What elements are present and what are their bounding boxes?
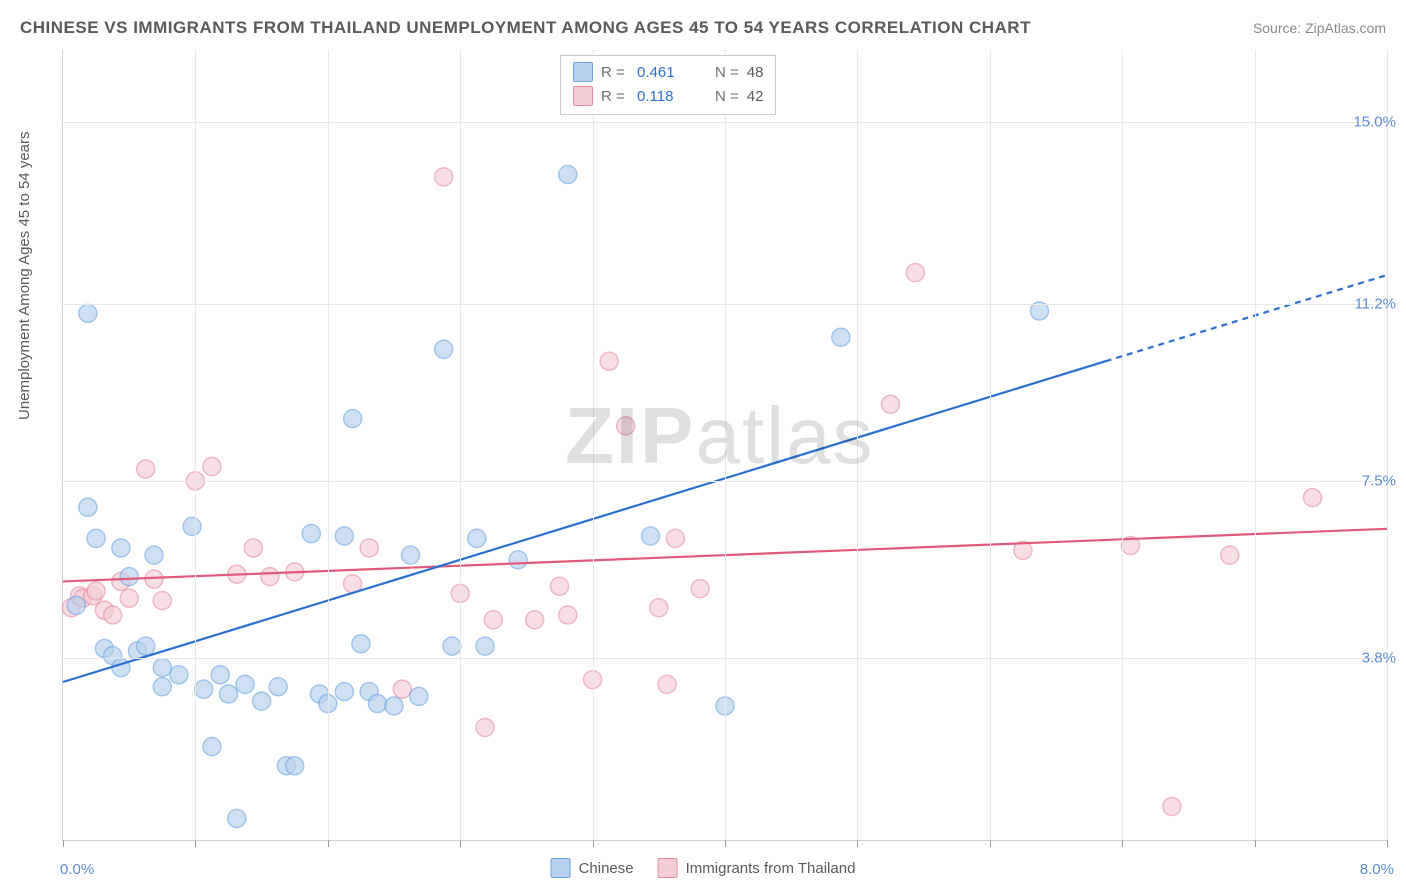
thailand-point — [244, 539, 262, 557]
legend-swatch-icon — [573, 62, 593, 82]
thailand-point — [1163, 797, 1181, 815]
chinese-point — [145, 546, 163, 564]
n-label: N = — [715, 64, 739, 81]
n-value: 48 — [747, 64, 764, 81]
thailand-point — [203, 458, 221, 476]
thailand-point — [393, 680, 411, 698]
chinese-point — [120, 568, 138, 586]
chinese-point — [170, 666, 188, 684]
chinese-point — [344, 410, 362, 428]
y-tick-label: 11.2% — [1355, 295, 1396, 312]
chinese-point — [385, 697, 403, 715]
chinese-point — [253, 692, 271, 710]
chinese-point — [183, 517, 201, 535]
chinese-point — [67, 596, 85, 614]
x-axis-max-label: 8.0% — [1360, 861, 1394, 878]
thailand-point — [526, 611, 544, 629]
thailand-point — [484, 611, 502, 629]
r-label: R = — [601, 64, 629, 81]
thailand-point — [1304, 489, 1322, 507]
chinese-point — [468, 529, 486, 547]
thailand-point — [476, 718, 494, 736]
y-axis-label: Unemployment Among Ages 45 to 54 years — [16, 131, 33, 420]
chinese-point — [509, 551, 527, 569]
r-value: 0.461 — [637, 64, 693, 81]
chinese-point — [335, 683, 353, 701]
n-value: 42 — [747, 88, 764, 105]
thailand-point — [153, 592, 171, 610]
thailand-point — [1221, 546, 1239, 564]
y-tick-label: 7.5% — [1362, 472, 1396, 489]
chinese-point — [302, 525, 320, 543]
stats-row: R = 0.118 N = 42 — [573, 84, 763, 108]
chinese-point — [832, 328, 850, 346]
y-tick-label: 3.8% — [1362, 650, 1396, 667]
source-label: Source: ZipAtlas.com — [1253, 20, 1386, 36]
stats-legend-box: R = 0.461 N = 48 R = 0.118 N = 42 — [560, 55, 776, 115]
legend-swatch-icon — [573, 86, 593, 106]
legend-swatch-icon — [658, 858, 678, 878]
y-tick-label: 15.0% — [1353, 113, 1396, 130]
chinese-point — [153, 659, 171, 677]
thailand-point — [691, 580, 709, 598]
x-axis-min-label: 0.0% — [60, 861, 94, 878]
legend-item: Immigrants from Thailand — [658, 858, 856, 878]
n-label: N = — [715, 88, 739, 105]
thailand-point — [617, 417, 635, 435]
chinese-point — [352, 635, 370, 653]
thailand-point — [882, 395, 900, 413]
thailand-point — [435, 168, 453, 186]
chinese-point — [79, 304, 97, 322]
stats-row: R = 0.461 N = 48 — [573, 60, 763, 84]
chinese-point — [368, 695, 386, 713]
chart-title: CHINESE VS IMMIGRANTS FROM THAILAND UNEM… — [20, 18, 1031, 38]
thailand-point — [360, 539, 378, 557]
legend-swatch-icon — [551, 858, 571, 878]
chinese-point — [153, 678, 171, 696]
chinese-point — [203, 738, 221, 756]
legend-label: Chinese — [579, 860, 634, 877]
chinese-point — [195, 680, 213, 698]
thailand-point — [87, 582, 105, 600]
plot-area — [62, 50, 1387, 841]
thailand-point — [666, 529, 684, 547]
legend-item: Chinese — [551, 858, 634, 878]
legend-bottom: Chinese Immigrants from Thailand — [551, 858, 856, 878]
chinese-point — [211, 666, 229, 684]
chinese-point — [443, 637, 461, 655]
trend-line — [63, 361, 1106, 682]
chinese-point — [236, 675, 254, 693]
r-label: R = — [601, 88, 629, 105]
thailand-point — [600, 352, 618, 370]
thailand-point — [120, 589, 138, 607]
thailand-point — [559, 606, 577, 624]
thailand-point — [658, 675, 676, 693]
chinese-point — [642, 527, 660, 545]
chinese-point — [410, 687, 428, 705]
trend-line — [1106, 275, 1387, 361]
thailand-point — [906, 264, 924, 282]
chinese-point — [402, 546, 420, 564]
chinese-point — [137, 637, 155, 655]
thailand-point — [551, 577, 569, 595]
chinese-point — [476, 637, 494, 655]
thailand-point — [137, 460, 155, 478]
thailand-point — [650, 599, 668, 617]
chinese-point — [228, 809, 246, 827]
thailand-point — [104, 606, 122, 624]
chinese-point — [269, 678, 287, 696]
chinese-point — [112, 539, 130, 557]
chinese-point — [286, 757, 304, 775]
chinese-point — [87, 529, 105, 547]
chinese-point — [79, 498, 97, 516]
chinese-point — [559, 165, 577, 183]
chinese-point — [220, 685, 238, 703]
legend-label: Immigrants from Thailand — [686, 860, 856, 877]
thailand-point — [261, 568, 279, 586]
chinese-point — [335, 527, 353, 545]
chinese-point — [435, 340, 453, 358]
r-value: 0.118 — [637, 88, 693, 105]
